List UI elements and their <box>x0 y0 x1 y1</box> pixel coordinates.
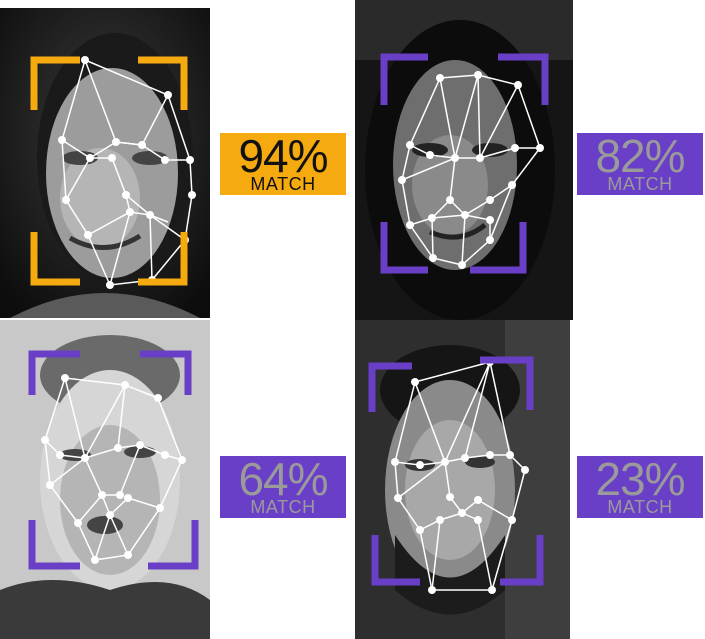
match-percent: 64% <box>238 453 328 505</box>
match-badge-2: 82% MATCH <box>577 133 703 195</box>
face-photo-3 <box>0 320 210 639</box>
match-label: MATCH <box>250 497 316 517</box>
scan-frame-2 <box>380 53 549 274</box>
scan-frame-3 <box>28 350 199 570</box>
match-label: MATCH <box>607 174 673 194</box>
scan-frame-1 <box>30 56 188 286</box>
match-label: MATCH <box>607 497 673 517</box>
match-label: MATCH <box>250 174 316 194</box>
match-badge-1: 94% MATCH <box>220 133 346 195</box>
match-badge-4: 23% MATCH <box>577 456 703 518</box>
match-percent: 82% <box>595 130 685 182</box>
match-percent: 23% <box>595 453 685 505</box>
scan-frame-4 <box>368 356 544 586</box>
match-badge-3: 64% MATCH <box>220 456 346 518</box>
match-percent: 94% <box>238 130 328 182</box>
